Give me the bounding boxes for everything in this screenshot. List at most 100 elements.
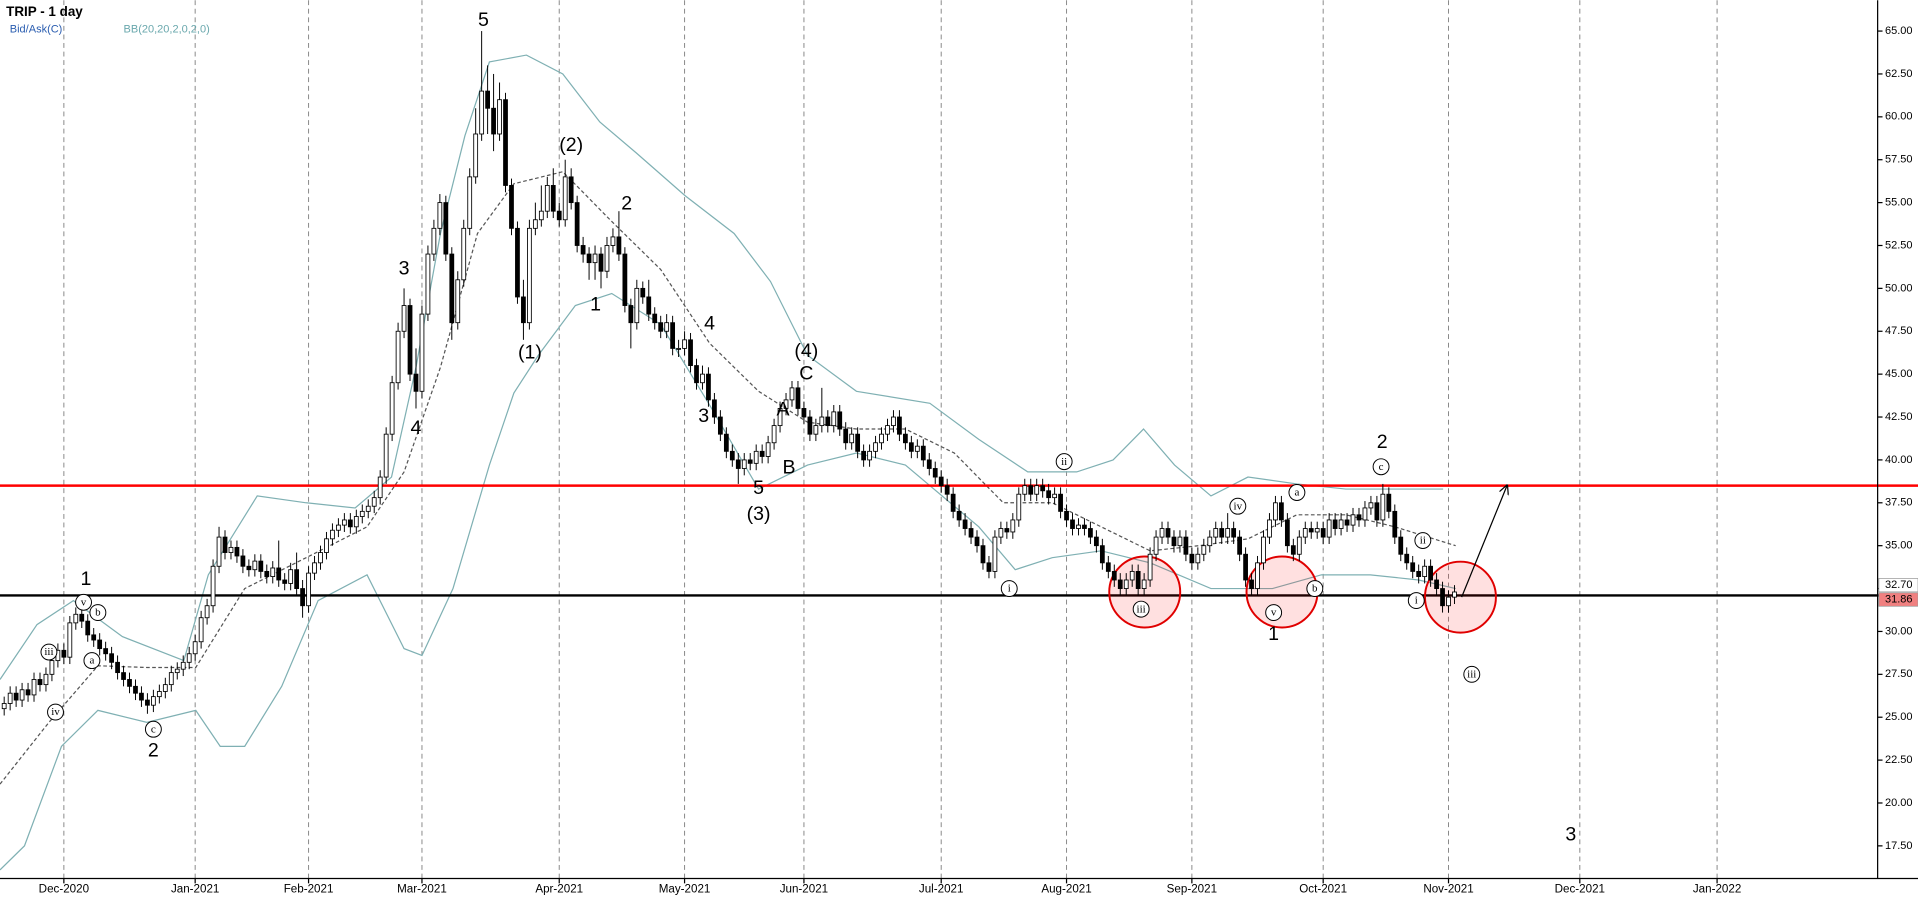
candle-body xyxy=(282,579,288,584)
candle-body xyxy=(1326,519,1332,538)
x-tick-label: Jul-2021 xyxy=(919,883,964,896)
candle-body xyxy=(336,524,341,531)
y-tick-label: 25.00 xyxy=(1885,711,1913,723)
candle-body xyxy=(592,253,598,264)
candle-body xyxy=(920,445,926,461)
candle-body xyxy=(616,236,622,255)
candle-body xyxy=(1165,528,1171,538)
candle-body xyxy=(1392,510,1398,538)
y-tick-label: 62.50 xyxy=(1885,68,1913,80)
candle-body xyxy=(1314,528,1320,533)
highlight-circle xyxy=(1423,560,1497,634)
candle-body xyxy=(1141,579,1147,589)
candle-body xyxy=(670,322,676,349)
candle-body xyxy=(926,459,932,469)
candle-body xyxy=(1350,514,1356,526)
candle-body xyxy=(538,210,544,221)
candle-body xyxy=(246,565,252,571)
candle-body xyxy=(771,425,777,444)
candle-body xyxy=(1308,528,1314,533)
candle-body xyxy=(1267,519,1272,538)
candle-body xyxy=(1428,565,1433,581)
candle-body xyxy=(908,442,914,452)
wave-label: (1) xyxy=(518,342,542,364)
annotation-circle xyxy=(40,643,58,661)
candle-body xyxy=(109,653,114,663)
candle-body xyxy=(729,450,735,461)
candle-body xyxy=(1153,536,1159,555)
wave-label: (2) xyxy=(559,134,583,156)
wave-label: 3 xyxy=(698,405,709,427)
candle-body xyxy=(431,227,437,255)
candle-body xyxy=(1034,485,1040,495)
candle-body xyxy=(723,433,729,452)
wave-label: i xyxy=(1415,595,1418,607)
candle-body xyxy=(252,560,258,571)
candle-body xyxy=(294,569,300,589)
annotation-circle xyxy=(1055,453,1073,471)
wave-label: 1 xyxy=(80,568,91,590)
candle-body xyxy=(1422,565,1428,577)
candle-body xyxy=(855,433,861,452)
candle-body xyxy=(765,442,771,457)
candle-body xyxy=(341,519,347,526)
candle-body xyxy=(574,202,580,246)
candle-body xyxy=(479,90,485,135)
candle-body xyxy=(497,99,502,135)
candle-body xyxy=(1446,596,1451,607)
candle-body xyxy=(37,679,43,686)
candle-body xyxy=(682,339,687,349)
candle-body xyxy=(449,253,455,324)
candle-body xyxy=(1368,502,1374,509)
candle-body xyxy=(103,648,109,655)
wave-label: v xyxy=(81,596,87,608)
candle-body xyxy=(365,505,371,512)
y-tick-label: 35.00 xyxy=(1885,540,1913,552)
candle-body xyxy=(1022,485,1028,495)
candle-body xyxy=(998,528,1004,538)
candle-body xyxy=(43,673,49,686)
price-tag xyxy=(1878,578,1918,593)
candle-body xyxy=(831,411,837,427)
annotation-circle xyxy=(1407,592,1425,610)
candle-body xyxy=(1356,514,1362,521)
candle-body xyxy=(532,219,538,229)
x-tick-label: Apr-2021 xyxy=(535,883,583,896)
candle-body xyxy=(562,176,568,221)
candle-body xyxy=(156,691,162,698)
candle-body xyxy=(216,536,222,567)
candle-body xyxy=(741,459,747,469)
candle-body xyxy=(461,227,467,281)
candle-body xyxy=(1135,570,1141,589)
candle-body xyxy=(640,287,646,298)
candle-body xyxy=(646,296,652,315)
annotation-circle xyxy=(1229,497,1247,515)
candle-body xyxy=(914,445,920,452)
x-tick-label: Jan-2022 xyxy=(1693,883,1741,896)
candle-body xyxy=(1064,510,1069,521)
candle-body xyxy=(1231,528,1237,538)
candle-body xyxy=(1010,519,1016,533)
wave-label: C xyxy=(799,362,813,384)
y-tick-label: 22.50 xyxy=(1885,754,1913,766)
candle-body xyxy=(974,536,980,547)
candle-body xyxy=(97,639,103,650)
candle-body xyxy=(1344,519,1350,526)
candle-body xyxy=(61,649,67,658)
candle-body xyxy=(1374,502,1380,521)
candle-body xyxy=(1105,562,1111,572)
wave-label: 4 xyxy=(411,417,422,439)
y-tick-label: 40.00 xyxy=(1885,454,1913,466)
grid xyxy=(63,0,1718,879)
bollinger-bands xyxy=(0,54,1456,871)
y-tick-label: 55.00 xyxy=(1885,197,1913,209)
candle-body xyxy=(1093,536,1099,547)
x-tick-label: Nov-2021 xyxy=(1423,883,1473,896)
y-tick-label: 60.00 xyxy=(1885,111,1913,123)
band-line xyxy=(0,54,1444,680)
candle-body xyxy=(652,313,658,324)
candle-body xyxy=(1099,545,1105,564)
candle-body xyxy=(407,305,413,375)
y-tick-label: 27.50 xyxy=(1885,668,1913,680)
